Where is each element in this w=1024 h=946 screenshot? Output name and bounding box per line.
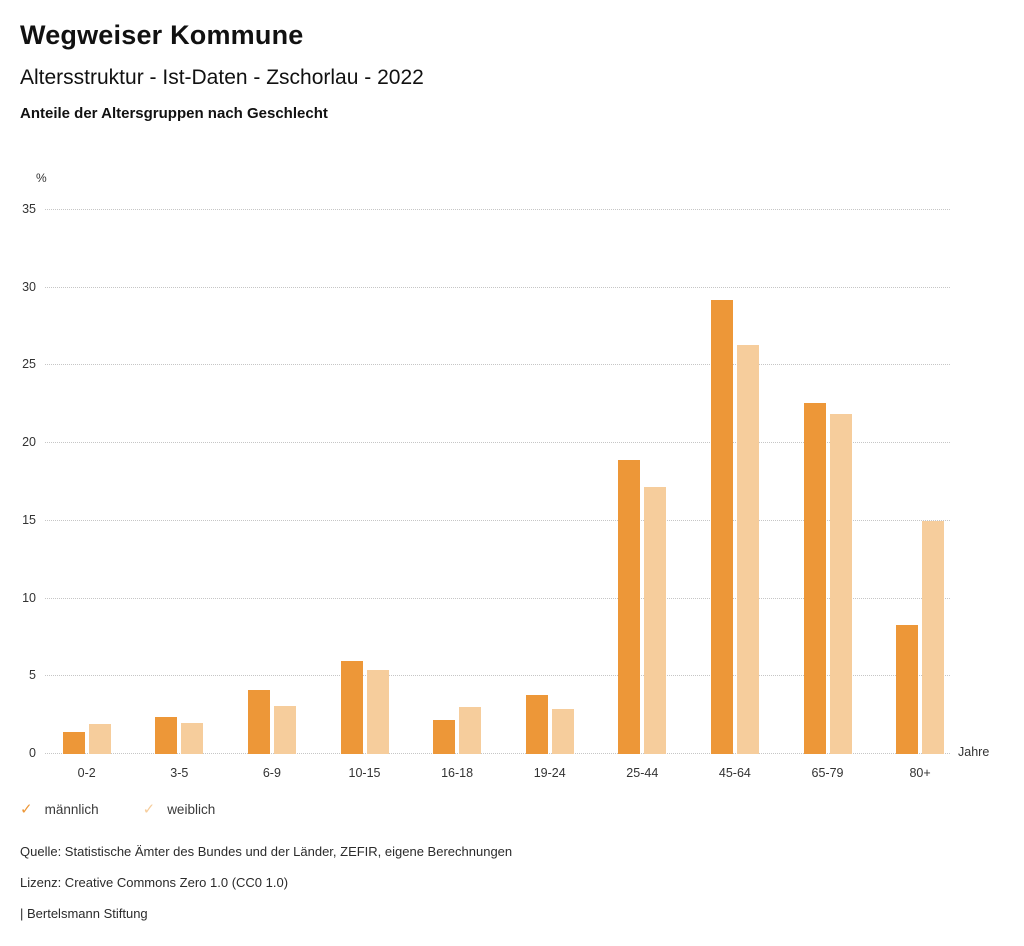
bar-maennlich-10-15[interactable] [340,660,363,754]
x-tick-label: 19-24 [533,766,566,780]
x-tick-label: 10-15 [348,766,381,780]
bar-maennlich-16-18[interactable] [433,719,456,754]
bar-weiblich-80+[interactable] [922,520,945,754]
gridline [45,597,950,599]
bar-maennlich-65-79[interactable] [803,402,826,754]
x-tick-label: 0-2 [77,766,96,780]
legend-label: weiblich [167,802,216,817]
bar-weiblich-45-64[interactable] [736,345,759,754]
bar-maennlich-19-24[interactable] [525,694,548,754]
bar-weiblich-25-44[interactable] [644,486,667,754]
page-subtitle: Altersstruktur - Ist-Daten - Zschorlau -… [20,66,424,89]
bar-weiblich-19-24[interactable] [551,708,574,754]
legend-item-maennlich[interactable]: ✓ männlich [20,802,99,817]
bar-weiblich-65-79[interactable] [829,413,852,754]
gridline [45,753,950,754]
legend-item-weiblich[interactable]: ✓ weiblich [143,802,216,817]
x-tick-label: 16-18 [441,766,474,780]
y-tick-label: 5 [29,668,36,683]
y-axis: 0 5 10 15 20 25 30 35 [0,202,36,760]
bar-weiblich-6-9[interactable] [273,705,296,754]
x-tick-label: 80+ [909,766,931,780]
bar-weiblich-0-2[interactable] [88,724,111,754]
x-tick-label: 3-5 [170,766,189,780]
bar-weiblich-16-18[interactable] [459,707,482,754]
y-tick-label: 20 [22,435,36,450]
x-tick-label: 45-64 [718,766,751,780]
y-axis-unit-label: % [36,171,47,185]
footer-license: Lizenz: Creative Commons Zero 1.0 (CC0 1… [20,875,289,890]
gridline [45,519,950,521]
y-tick-label: 35 [22,202,36,216]
gridline [45,364,950,366]
chart-heading: Anteile der Altersgruppen nach Geschlech… [20,105,328,122]
check-icon: ✓ [20,801,33,818]
x-tick-label: 6-9 [262,766,281,780]
footer-source: Quelle: Statistische Ämter des Bundes un… [20,844,513,859]
gridline [45,442,950,444]
bar-maennlich-0-2[interactable] [62,732,85,754]
y-tick-label: 15 [22,512,36,527]
bar-maennlich-25-44[interactable] [618,460,641,754]
y-tick-label: 10 [22,590,36,605]
x-tick-label: 25-44 [626,766,659,780]
gridline [45,209,950,210]
footer-brand: | Bertelsmann Stiftung [20,906,148,921]
legend: ✓ männlich ✓ weiblich [20,802,259,817]
bar-maennlich-6-9[interactable] [247,690,270,754]
bar-maennlich-80+[interactable] [896,625,919,754]
legend-label: männlich [44,802,99,817]
bar-weiblich-10-15[interactable] [366,670,389,754]
bar-maennlich-3-5[interactable] [155,716,178,754]
x-tick-label: 65-79 [811,766,844,780]
bar-maennlich-45-64[interactable] [710,300,733,754]
gridline [45,675,950,677]
y-tick-label: 25 [22,357,36,372]
bar-weiblich-3-5[interactable] [181,722,204,754]
gridline [45,286,950,288]
page-title: Wegweiser Kommune [20,20,304,50]
y-tick-label: 0 [29,746,36,760]
check-icon: ✓ [142,801,156,818]
x-axis-unit-label: Jahre [958,745,990,759]
plot-area: 0-2 3-5 6-9 10-15 16-18 19-24 25-44 45-64 65-79 8… [45,209,950,780]
y-tick-label: 30 [22,279,36,294]
